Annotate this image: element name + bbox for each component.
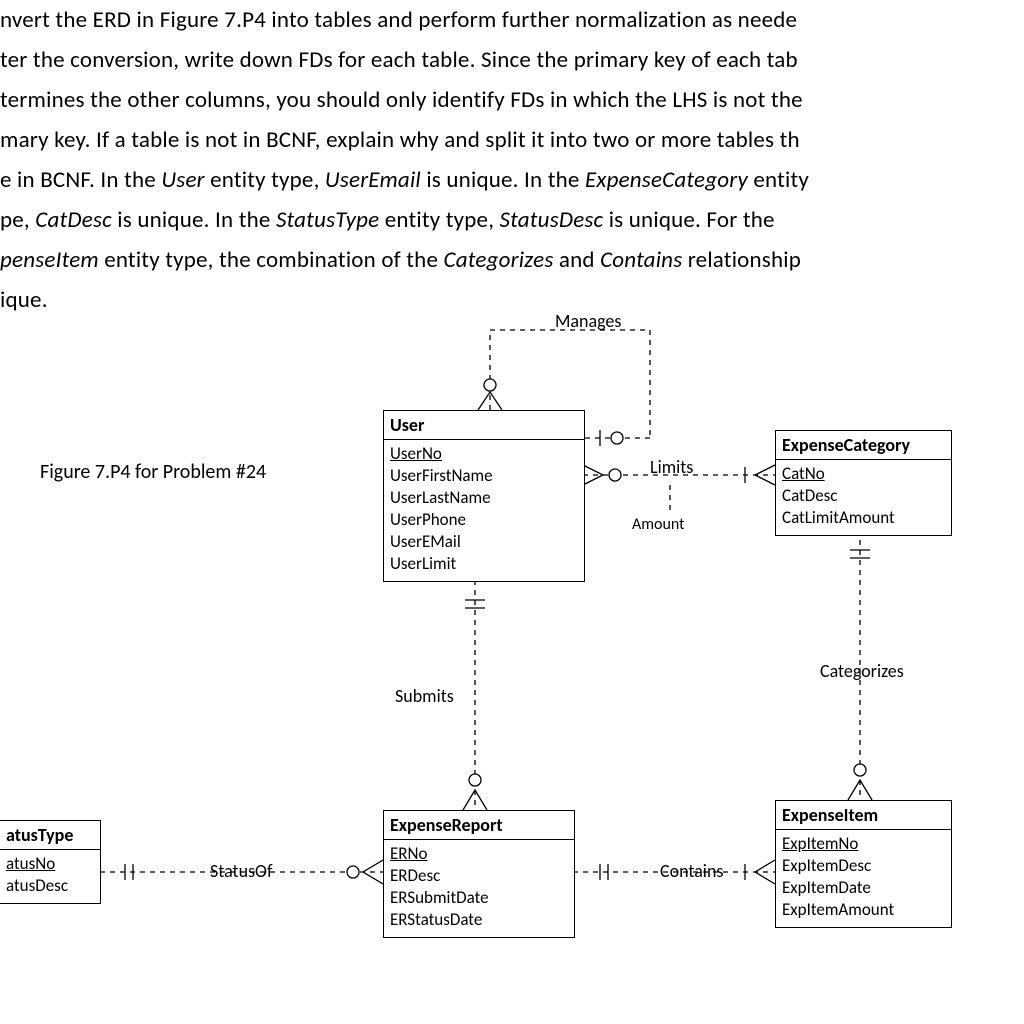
problem-text: nvert the ERD in Figure 7.P4 into tables… (0, 0, 1024, 320)
rel-submits-label: Submits (395, 685, 454, 707)
entity-expense-category-header: ExpenseCategory (776, 431, 951, 460)
entity-status-type-header: atusType (0, 821, 100, 850)
rel-contains-label: Contains (660, 860, 723, 882)
entity-expense-item-attrs: ExpItemNo ExpItemDesc ExpItemDate ExpIte… (776, 830, 951, 927)
entity-expense-item: ExpenseItem ExpItemNo ExpItemDesc ExpIte… (775, 800, 952, 928)
entity-expense-item-header: ExpenseItem (776, 801, 951, 830)
entity-user-header: User (384, 411, 584, 440)
rel-manages-label: Manages (555, 310, 621, 332)
entity-status-type-attrs: atusNo atusDesc (0, 850, 100, 903)
entity-expense-category: ExpenseCategory CatNo CatDesc CatLimitAm… (775, 430, 952, 536)
entity-expense-report-header: ExpenseReport (384, 811, 574, 840)
erd-diagram: User UserNo UserFirstName UserLastName U… (0, 310, 1024, 1024)
entity-status-type: atusType atusNo atusDesc (0, 820, 101, 904)
rel-amount-label: Amount (632, 515, 685, 534)
entity-user-attrs: UserNo UserFirstName UserLastName UserPh… (384, 440, 584, 581)
rel-categorizes-label: Categorizes (820, 660, 904, 682)
line1: nvert the ERD in Figure 7.P4 into tables… (0, 6, 797, 34)
line2: ter the conversion, write down FDs for e… (0, 46, 798, 74)
rel-statusof-label: StatusOf (210, 860, 272, 882)
entity-expense-report: ExpenseReport ERNo ERDesc ERSubmitDate E… (383, 810, 575, 938)
line4: mary key. If a table is not in BCNF, exp… (0, 126, 800, 154)
entity-expense-category-attrs: CatNo CatDesc CatLimitAmount (776, 460, 951, 535)
entity-user: User UserNo UserFirstName UserLastName U… (383, 410, 585, 582)
rel-limits-label: Limits (650, 456, 693, 478)
entity-expense-report-attrs: ERNo ERDesc ERSubmitDate ERStatusDate (384, 840, 574, 937)
line3: termines the other columns, you should o… (0, 86, 803, 114)
